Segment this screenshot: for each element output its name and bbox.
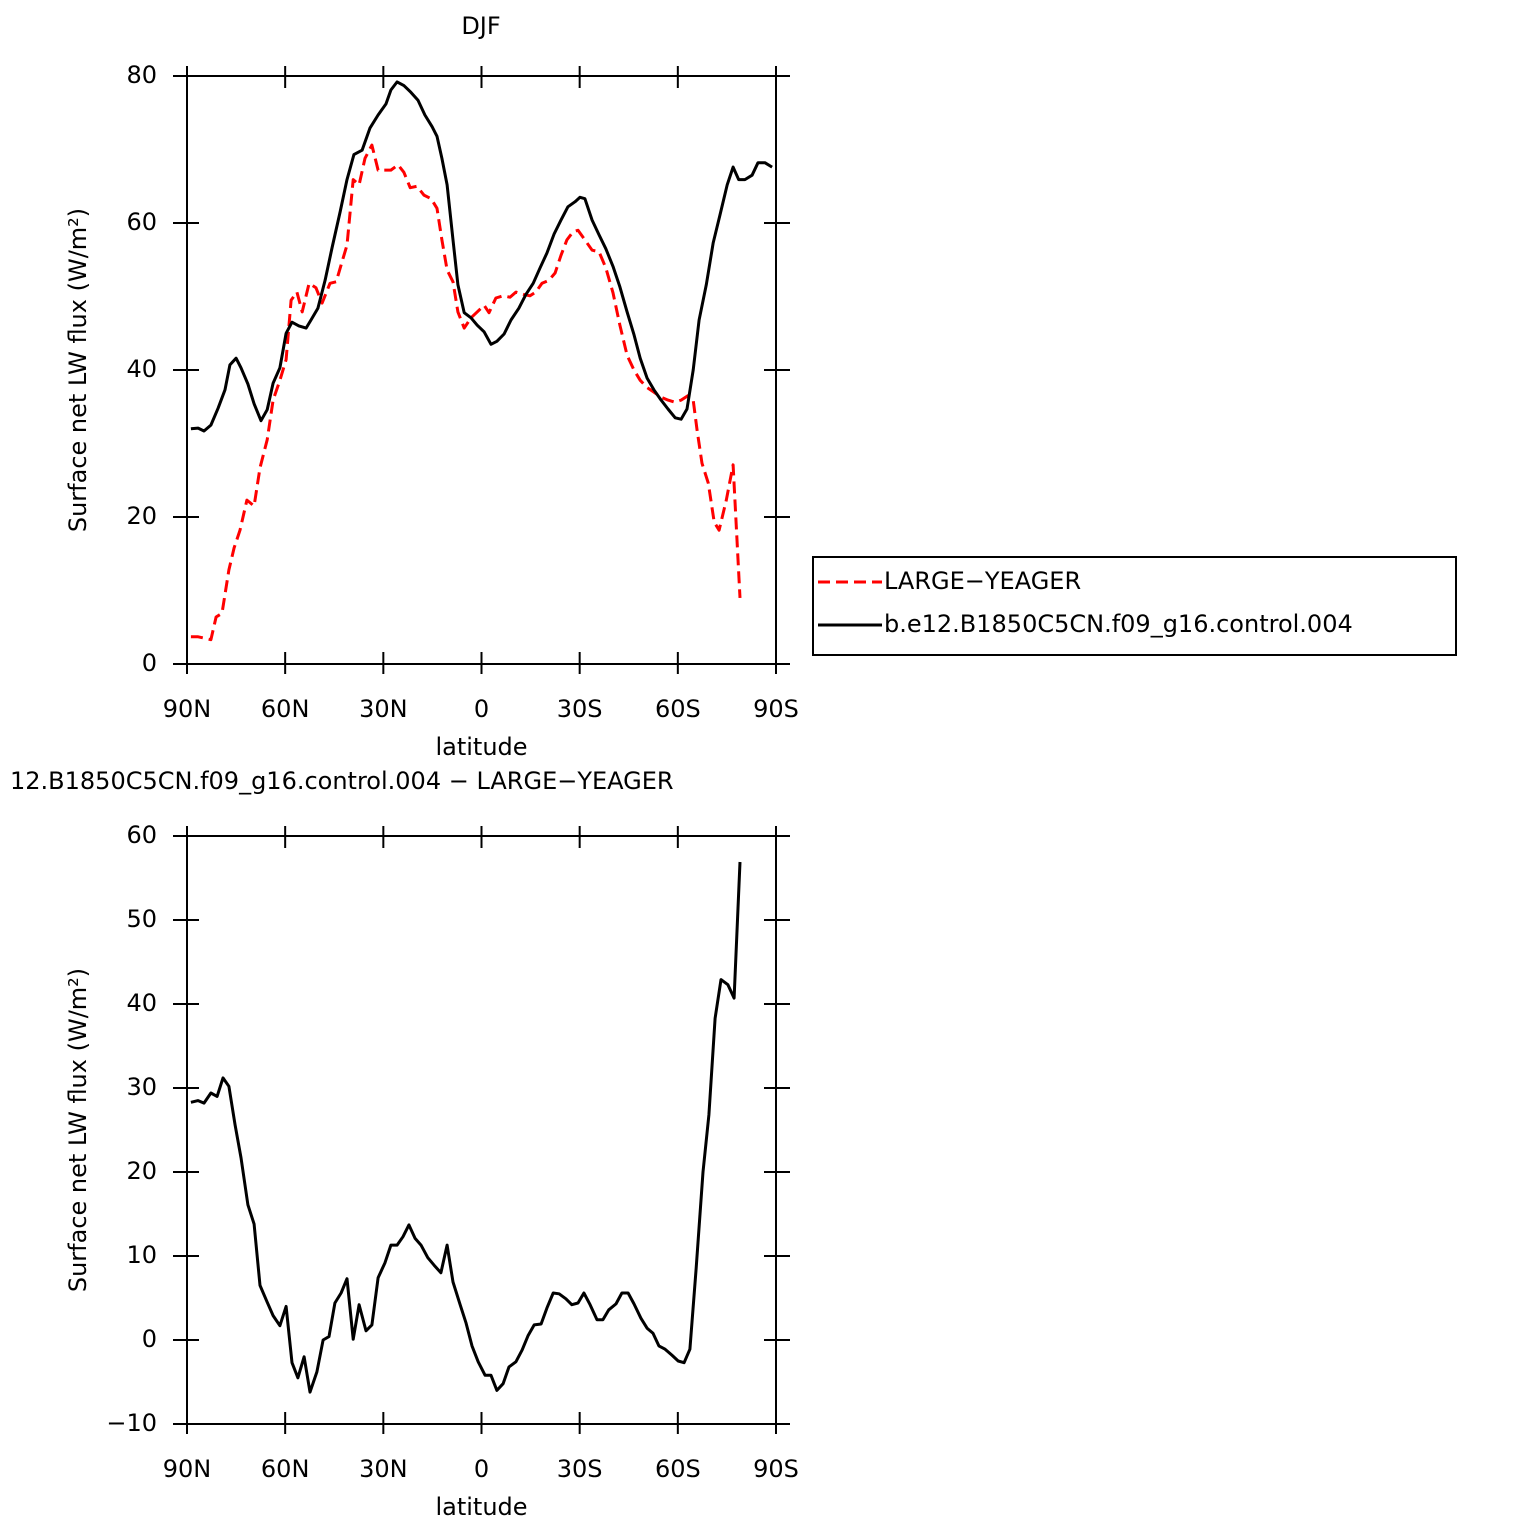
- y-tick-label: 60: [126, 821, 157, 849]
- chart-title: 12.B1850C5CN.f09_g16.control.004 − LARGE…: [10, 767, 674, 795]
- x-tick-label: 30N: [359, 695, 408, 723]
- x-tick-label: 0: [474, 695, 489, 723]
- y-tick-label: −10: [106, 1409, 157, 1437]
- x-tick-label: 90S: [753, 1455, 799, 1483]
- y-tick-label: 40: [126, 989, 157, 1017]
- data-line: [190, 80, 773, 433]
- y-axis-label: Surface net LW flux (W/m²): [64, 208, 92, 532]
- plot-frame: [186, 835, 777, 1425]
- x-axis-label: latitude: [435, 1493, 527, 1521]
- data-line: [190, 143, 742, 642]
- y-tick-label: 80: [126, 61, 157, 89]
- x-tick-label: 30N: [359, 1455, 408, 1483]
- y-tick-label: 10: [126, 1241, 157, 1269]
- x-tick-label: 30S: [557, 1455, 603, 1483]
- y-tick-label: 0: [142, 649, 157, 677]
- y-axis-label: Surface net LW flux (W/m²): [64, 968, 92, 1292]
- x-tick-label: 90N: [163, 1455, 212, 1483]
- x-tick-label: 60N: [261, 1455, 310, 1483]
- y-tick-label: 60: [126, 208, 157, 236]
- chart-title: DJF: [461, 12, 500, 40]
- x-axis-label: latitude: [435, 733, 527, 761]
- y-tick-label: 20: [126, 502, 157, 530]
- legend-box: [812, 556, 1457, 656]
- x-tick-label: 30S: [557, 695, 603, 723]
- x-tick-label: 0: [474, 1455, 489, 1483]
- data-line: [190, 861, 742, 1394]
- y-tick-label: 50: [126, 905, 157, 933]
- y-tick-label: 20: [126, 1157, 157, 1185]
- y-tick-label: 30: [126, 1073, 157, 1101]
- legend: LARGE−YEAGER b.e12.B1850C5CN.f09_g16.cont…: [812, 556, 1457, 656]
- x-tick-label: 60N: [261, 695, 310, 723]
- y-tick-label: 40: [126, 355, 157, 383]
- x-tick-label: 60S: [655, 1455, 701, 1483]
- x-tick-label: 60S: [655, 695, 701, 723]
- y-tick-label: 0: [142, 1325, 157, 1353]
- x-tick-label: 90S: [753, 695, 799, 723]
- legend-label: LARGE−YEAGER: [884, 567, 1081, 595]
- x-tick-label: 90N: [163, 695, 212, 723]
- plot-frame: [186, 75, 777, 665]
- legend-label: b.e12.B1850C5CN.f09_g16.control.004: [884, 610, 1353, 638]
